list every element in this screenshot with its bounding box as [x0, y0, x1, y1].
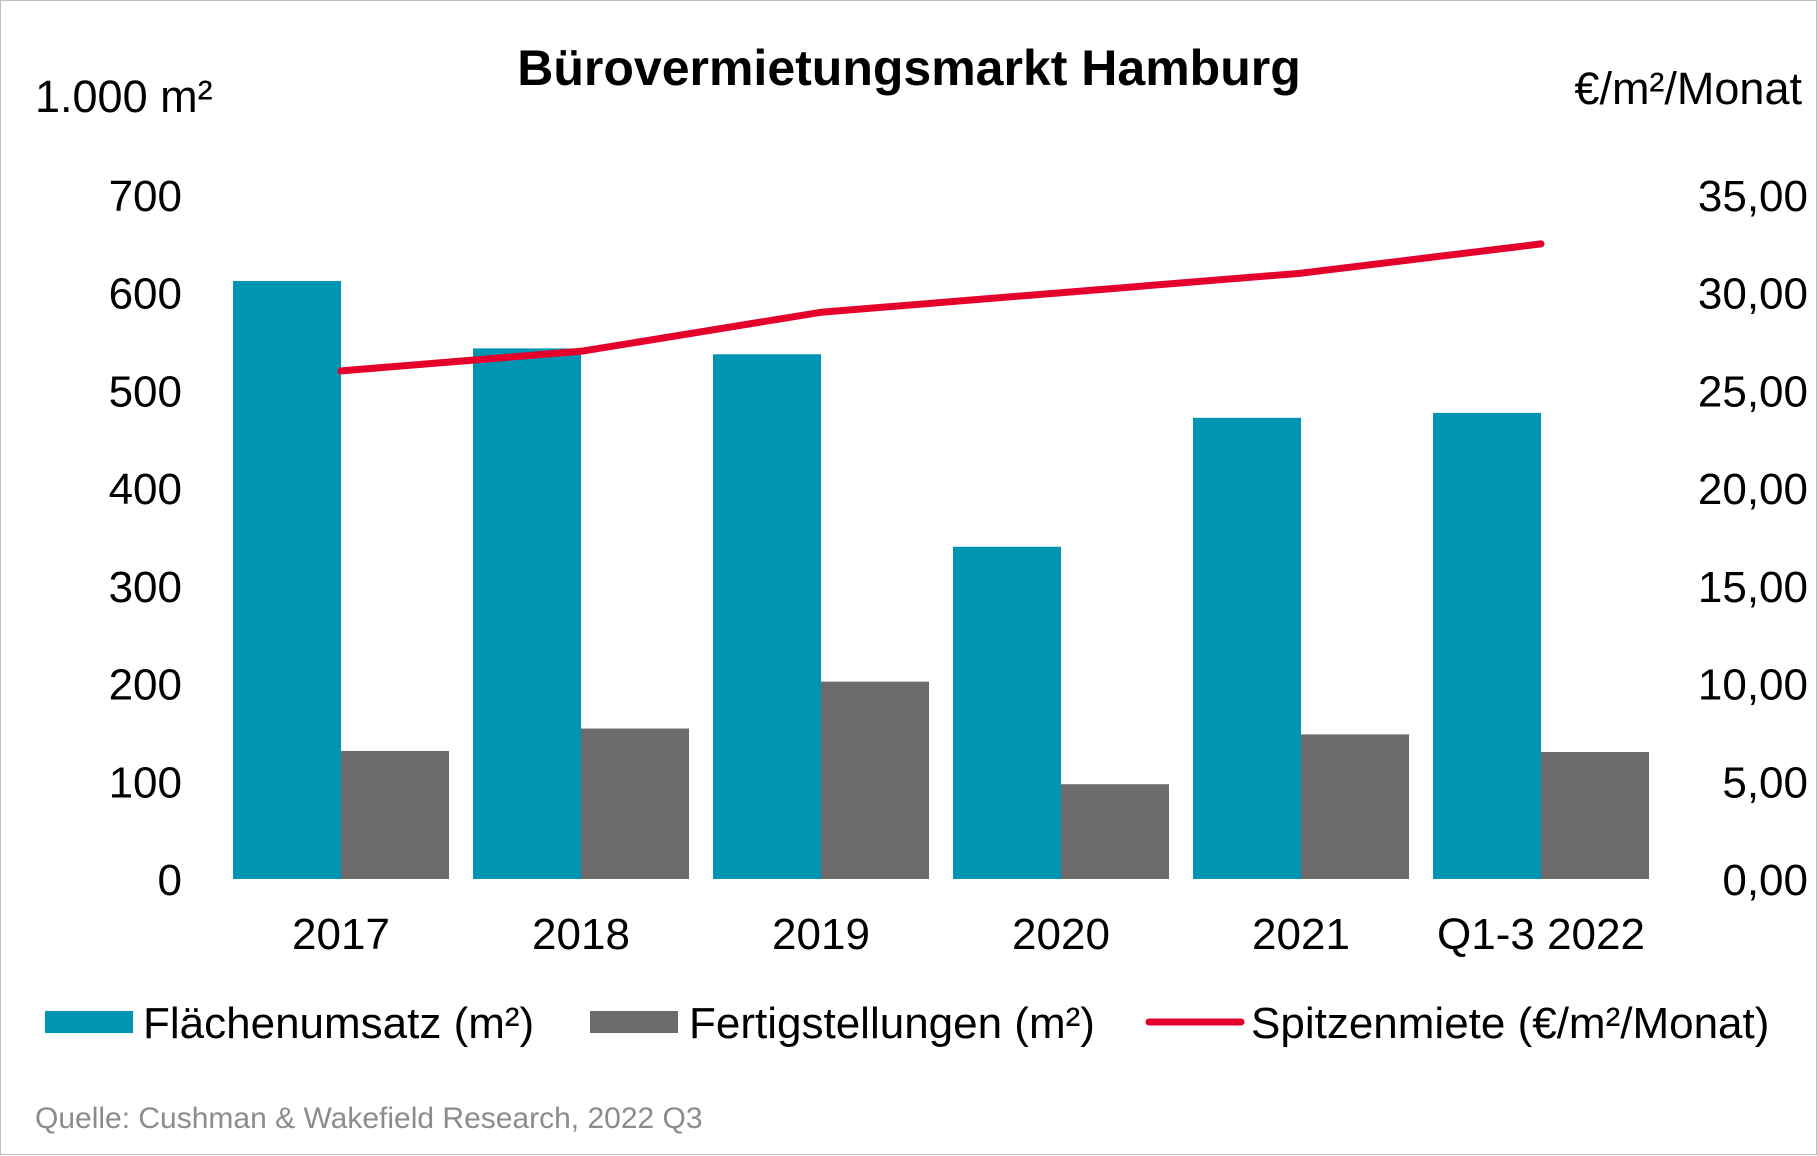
bar-fertigstellungen-3: [1061, 784, 1169, 879]
bar-flaechenumsatz-5: [1433, 413, 1541, 879]
y-left-tick-label: 300: [109, 563, 182, 612]
bar-fertigstellungen-4: [1301, 734, 1409, 879]
y-left-tick-label: 600: [109, 270, 182, 319]
bar-fertigstellungen-0: [341, 751, 449, 879]
x-category-label: Q1-3 2022: [1437, 910, 1645, 959]
y-right-axis-ticks: 0,00 5,00 10,00 15,00 20,00 25,00 30,00 35,00: [1698, 172, 1808, 905]
x-category-label: 2018: [532, 910, 630, 959]
x-category-label: 2017: [292, 910, 390, 959]
bar-marks: [233, 281, 1649, 879]
y-left-tick-label: 200: [109, 661, 182, 710]
y-left-tick-label: 400: [109, 465, 182, 514]
x-category-label: 2020: [1012, 910, 1110, 959]
y-right-tick-label: 35,00: [1698, 172, 1808, 221]
bar-flaechenumsatz-0: [233, 281, 341, 879]
y-right-tick-label: 10,00: [1698, 661, 1808, 710]
y-left-tick-label: 700: [109, 172, 182, 221]
y-left-axis-ticks: 0 100 200 300 400 500 600 700: [109, 172, 182, 905]
bar-flaechenumsatz-3: [953, 547, 1061, 879]
legend-label-0: Flächenumsatz (m²): [143, 999, 534, 1048]
y-right-tick-label: 20,00: [1698, 465, 1808, 514]
bar-fertigstellungen-1: [581, 729, 689, 879]
y-right-tick-label: 15,00: [1698, 563, 1808, 612]
x-axis-category-labels: 2017 2018 2019 2020 2021 Q1-3 2022: [292, 910, 1645, 959]
y-right-tick-label: 0,00: [1722, 856, 1808, 905]
legend-label-1: Fertigstellungen (m²): [689, 999, 1095, 1048]
chart-title: Bürovermietungsmarkt Hamburg: [517, 40, 1301, 96]
y-left-tick-label: 500: [109, 367, 182, 416]
y-right-unit-label: €/m²/Monat: [1574, 63, 1802, 114]
legend: Flächenumsatz (m²) Fertigstellungen (m²) S…: [45, 999, 1769, 1048]
y-left-unit-label: 1.000 m²: [35, 71, 213, 122]
x-category-label: 2019: [772, 910, 870, 959]
y-left-tick-label: 0: [158, 856, 182, 905]
x-category-label: 2021: [1252, 910, 1350, 959]
y-right-tick-label: 25,00: [1698, 367, 1808, 416]
bar-fertigstellungen-2: [821, 682, 929, 879]
bar-flaechenumsatz-2: [713, 354, 821, 879]
legend-swatch-1: [590, 1011, 678, 1033]
bar-fertigstellungen-5: [1541, 752, 1649, 879]
legend-label-2: Spitzenmiete (€/m²/Monat): [1251, 999, 1769, 1048]
y-right-tick-label: 30,00: [1698, 270, 1808, 319]
bar-flaechenumsatz-4: [1193, 418, 1301, 879]
bar-flaechenumsatz-1: [473, 348, 581, 879]
source-note: Quelle: Cushman & Wakefield Research, 20…: [35, 1102, 703, 1135]
y-left-tick-label: 100: [109, 758, 182, 807]
y-right-tick-label: 5,00: [1722, 758, 1808, 807]
legend-swatch-0: [45, 1011, 133, 1033]
